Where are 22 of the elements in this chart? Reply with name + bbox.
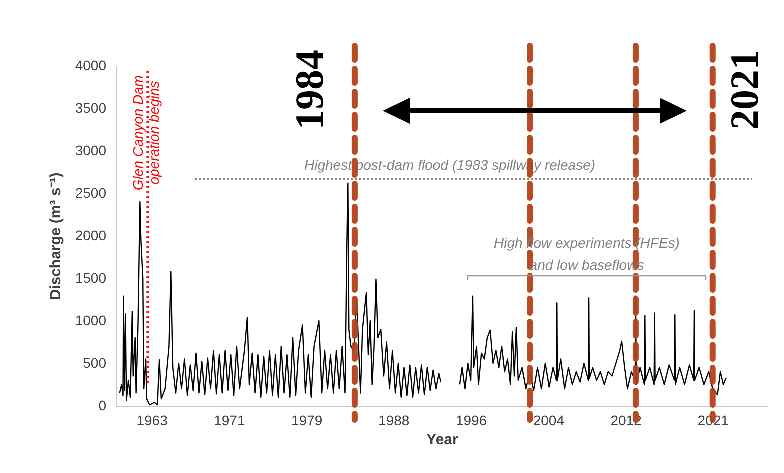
- y-tick-label: 4000: [75, 58, 107, 74]
- x-tick-label: 1988: [378, 412, 410, 428]
- y-tick-label: 3500: [75, 100, 107, 116]
- ref-line-label: 1984: [286, 50, 332, 130]
- y-tick-label: 3000: [75, 142, 107, 158]
- y-tick-label: 500: [83, 355, 107, 371]
- x-tick-label: 2021: [698, 412, 730, 428]
- y-tick-label: 2000: [75, 228, 107, 244]
- x-tick-label: 2004: [533, 412, 565, 428]
- x-tick-label: 2012: [610, 412, 642, 428]
- x-tick-label: 1963: [136, 412, 168, 428]
- y-tick-label: 2500: [75, 185, 107, 201]
- y-tick-label: 1500: [75, 270, 107, 286]
- y-axis-title: Discharge (m³ s⁻¹): [47, 172, 64, 300]
- y-tick-label: 0: [98, 398, 107, 414]
- ref-line-label: Glen Canyon Dam operation begins: [130, 75, 162, 191]
- x-tick-label: 1979: [291, 412, 323, 428]
- ref-line-label: 2021: [722, 50, 767, 130]
- y-tick-label: 1000: [75, 312, 107, 328]
- x-axis-title: Year: [426, 432, 459, 448]
- x-tick-label: 1971: [214, 412, 246, 428]
- x-tick-label: 1996: [456, 412, 488, 428]
